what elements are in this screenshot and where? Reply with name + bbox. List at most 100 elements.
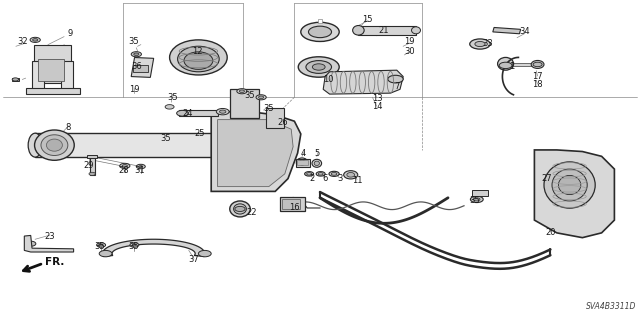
Circle shape	[216, 108, 229, 115]
Circle shape	[26, 241, 36, 246]
Ellipse shape	[544, 162, 595, 208]
Ellipse shape	[498, 57, 514, 70]
Text: 22: 22	[246, 208, 257, 217]
Text: 29: 29	[83, 161, 93, 170]
Circle shape	[388, 75, 403, 83]
Polygon shape	[211, 112, 301, 191]
Text: 25: 25	[195, 130, 205, 138]
Text: 35: 35	[168, 93, 178, 102]
Circle shape	[239, 90, 244, 93]
Text: 32: 32	[17, 37, 28, 46]
Circle shape	[99, 244, 103, 246]
Circle shape	[470, 196, 483, 203]
Bar	[12, 78, 19, 81]
Ellipse shape	[28, 133, 42, 157]
Text: 19: 19	[404, 37, 415, 46]
Ellipse shape	[412, 27, 420, 34]
Text: 18: 18	[532, 80, 543, 89]
Circle shape	[132, 244, 136, 246]
Bar	[472, 190, 488, 196]
Circle shape	[533, 62, 542, 67]
Circle shape	[130, 243, 139, 247]
Ellipse shape	[41, 135, 68, 155]
Circle shape	[220, 110, 226, 113]
Bar	[26, 88, 80, 94]
Ellipse shape	[296, 158, 308, 167]
Ellipse shape	[318, 173, 323, 175]
Circle shape	[179, 112, 186, 115]
Circle shape	[131, 52, 141, 57]
Bar	[133, 65, 148, 72]
Ellipse shape	[230, 201, 250, 217]
Ellipse shape	[307, 173, 312, 175]
Ellipse shape	[344, 171, 358, 179]
Ellipse shape	[305, 172, 314, 176]
Circle shape	[120, 163, 130, 168]
Text: 35: 35	[470, 197, 480, 205]
Text: SVA4B3311D: SVA4B3311D	[586, 302, 637, 311]
Bar	[493, 27, 521, 34]
Text: 2: 2	[310, 174, 315, 183]
Ellipse shape	[531, 61, 544, 69]
Bar	[297, 160, 308, 165]
Bar	[230, 89, 259, 118]
Circle shape	[33, 39, 38, 41]
Circle shape	[97, 243, 106, 247]
Circle shape	[12, 78, 19, 81]
Text: 16: 16	[289, 203, 300, 212]
Ellipse shape	[316, 172, 325, 176]
Text: 17: 17	[532, 72, 543, 81]
Ellipse shape	[299, 160, 305, 165]
Circle shape	[259, 96, 264, 99]
Circle shape	[499, 62, 512, 69]
Bar	[38, 59, 64, 81]
Text: 11: 11	[352, 176, 362, 185]
Text: 10: 10	[323, 75, 333, 84]
Text: 31: 31	[134, 166, 145, 175]
Text: 35: 35	[128, 37, 138, 46]
Text: 35: 35	[244, 91, 255, 100]
Text: FR.: FR.	[45, 256, 64, 267]
Text: 5: 5	[315, 149, 320, 158]
Bar	[280, 197, 305, 211]
Text: 30: 30	[404, 47, 415, 56]
Bar	[506, 63, 534, 66]
Text: 26: 26	[278, 118, 288, 127]
Ellipse shape	[558, 175, 581, 195]
Text: 9: 9	[68, 29, 73, 38]
Ellipse shape	[312, 159, 322, 167]
Polygon shape	[323, 70, 403, 94]
Text: 35: 35	[128, 242, 138, 251]
Text: 13: 13	[372, 94, 383, 103]
Circle shape	[165, 105, 174, 109]
Text: 37: 37	[189, 256, 199, 264]
Text: 35: 35	[95, 242, 105, 251]
Ellipse shape	[332, 173, 337, 175]
Polygon shape	[218, 120, 293, 187]
Text: 24: 24	[182, 109, 193, 118]
Ellipse shape	[170, 40, 227, 75]
Ellipse shape	[184, 52, 212, 70]
Circle shape	[256, 95, 266, 100]
Text: 20: 20	[545, 228, 556, 237]
Polygon shape	[534, 150, 614, 238]
Text: 7: 7	[394, 82, 399, 91]
Text: 12: 12	[192, 47, 202, 56]
Text: 21: 21	[379, 26, 389, 35]
Circle shape	[89, 172, 95, 175]
Text: 33: 33	[483, 39, 493, 48]
Bar	[358, 26, 416, 35]
Circle shape	[136, 164, 145, 169]
Ellipse shape	[329, 171, 339, 176]
Bar	[296, 159, 310, 167]
Circle shape	[177, 110, 188, 116]
Text: 36: 36	[131, 63, 141, 71]
Polygon shape	[102, 239, 205, 256]
Text: 23: 23	[45, 232, 55, 241]
Circle shape	[235, 206, 245, 211]
Circle shape	[139, 166, 143, 167]
Bar	[179, 110, 218, 116]
Circle shape	[198, 250, 211, 257]
Text: 4: 4	[301, 149, 306, 158]
Text: 14: 14	[372, 102, 383, 111]
